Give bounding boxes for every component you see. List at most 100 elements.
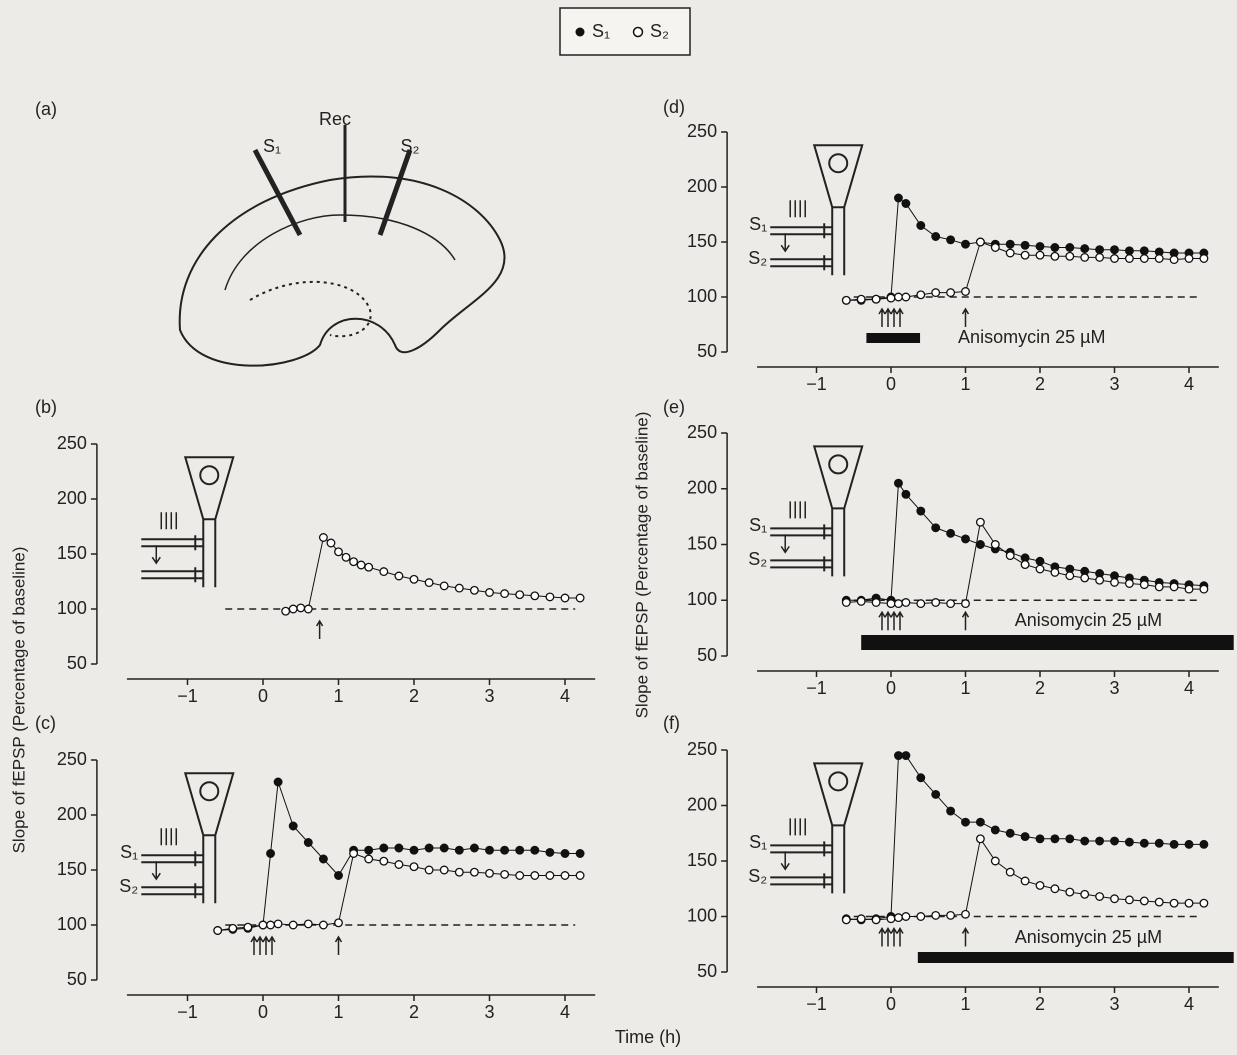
inset-label: S₁ [749, 515, 767, 535]
data-point [258, 920, 268, 930]
data-point [961, 817, 970, 827]
data-point [1139, 896, 1149, 906]
data-point [1139, 838, 1149, 848]
y-tick-label: 200 [687, 176, 717, 196]
x-tick-label: −1 [177, 1002, 198, 1022]
data-point [1169, 898, 1179, 908]
y-tick-label: 200 [687, 794, 717, 814]
y-tick-label: 50 [67, 969, 87, 989]
data-point [1020, 560, 1030, 570]
series-line [285, 536, 581, 612]
data-point [1110, 577, 1119, 587]
data-point [1110, 245, 1119, 255]
data-point [841, 295, 851, 305]
data-point [273, 919, 283, 929]
tetanus-arrow [896, 610, 904, 631]
data-point [916, 599, 926, 609]
legend-label: S₁ [592, 21, 610, 41]
inset-pathway [770, 873, 833, 889]
data-point [1050, 251, 1060, 261]
data-point [266, 920, 275, 930]
tetanus-arrow [256, 935, 264, 955]
data-point [575, 849, 585, 858]
data-point [303, 838, 313, 847]
data-point [1184, 839, 1194, 849]
data-point [1169, 839, 1179, 849]
data-point [439, 581, 449, 591]
data-point [990, 243, 1000, 252]
data-point [1199, 584, 1209, 594]
x-tick-label: 1 [960, 374, 970, 394]
data-point [931, 232, 941, 241]
tetanus-arrow [878, 307, 886, 327]
x-tick-label: 3 [1109, 374, 1119, 394]
panel-label: (e) [663, 397, 685, 417]
data-point [1080, 836, 1090, 846]
data-point [1050, 884, 1060, 894]
data-point [500, 845, 510, 855]
data-point [1095, 252, 1105, 262]
data-point [1080, 252, 1090, 262]
data-point [1020, 876, 1030, 886]
data-point [886, 914, 896, 924]
data-point [931, 288, 941, 298]
data-point [1065, 571, 1075, 581]
y-tick-label: 150 [687, 533, 717, 553]
data-point [1199, 254, 1209, 263]
tetanus-arrow [896, 927, 904, 947]
y-tick-label: 100 [687, 286, 717, 306]
panel-label: (a) [35, 99, 57, 119]
data-point [500, 589, 510, 599]
inset-pathway [770, 524, 833, 540]
data-point [1154, 838, 1164, 848]
inset-label: S₂ [748, 248, 767, 268]
x-tick-label: 4 [1184, 374, 1194, 394]
data-point [901, 199, 911, 208]
x-tick-label: 2 [409, 1002, 419, 1022]
data-point [916, 912, 926, 921]
data-point [288, 920, 298, 930]
inset-cell [828, 771, 849, 792]
inset-schematic [812, 445, 864, 577]
data-point [485, 588, 494, 597]
data-point [871, 598, 881, 607]
data-point [439, 843, 449, 853]
data-point [1020, 240, 1030, 250]
data-point [931, 910, 941, 920]
tetanus-arrow [961, 307, 970, 327]
data-point [334, 871, 343, 880]
data-point [916, 506, 926, 516]
x-tick-label: 1 [333, 686, 343, 706]
data-point [545, 847, 555, 857]
data-point [841, 915, 851, 925]
slice-diagram [178, 125, 506, 367]
data-point [856, 914, 866, 924]
data-point [946, 806, 956, 816]
panel-label: (b) [35, 397, 57, 417]
inset-pathway [770, 841, 833, 857]
tetanus-arrow [890, 927, 898, 947]
data-point [515, 590, 525, 600]
data-point [961, 599, 970, 609]
y-tick-label: 50 [697, 341, 717, 361]
data-point [469, 843, 479, 853]
data-point [349, 557, 359, 567]
y-tick-label: 250 [687, 422, 717, 442]
stim-label: S₁ [263, 136, 281, 156]
data-point [961, 534, 970, 544]
data-point [975, 540, 985, 549]
data-point [318, 920, 328, 930]
inset-cell [828, 454, 849, 475]
y-tick-label: 150 [687, 231, 717, 251]
inset-pathway [141, 567, 204, 583]
data-point [931, 598, 941, 607]
data-point [364, 845, 374, 855]
data-point [288, 821, 298, 831]
inset-schematic [183, 772, 235, 904]
data-point [303, 604, 313, 614]
inset-schematic [812, 144, 864, 276]
data-point [515, 845, 525, 855]
data-point [946, 288, 956, 298]
x-tick-label: 0 [258, 686, 268, 706]
data-point [1005, 248, 1015, 258]
